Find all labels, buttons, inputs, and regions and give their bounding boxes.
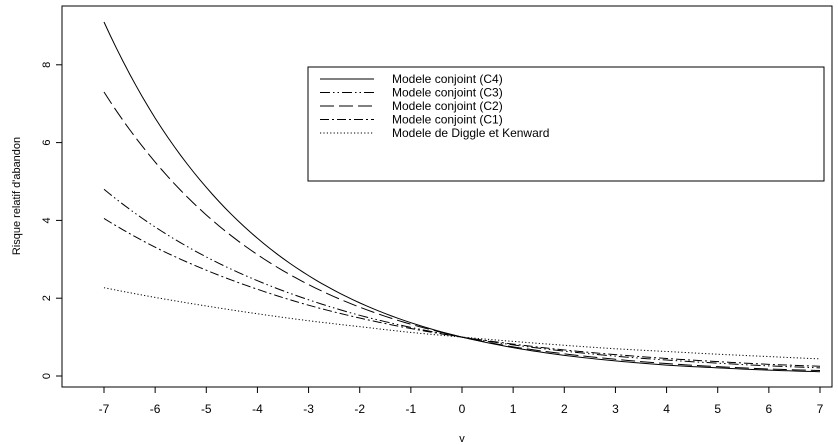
- y-tick-label: 6: [41, 140, 53, 146]
- y-axis-label: Risque relatif d'abandon: [11, 137, 23, 255]
- x-axis-label: v: [459, 433, 465, 445]
- x-tick-label: -4: [252, 402, 263, 416]
- legend-label: Modele de Diggle et Kenward: [392, 126, 549, 140]
- x-tick-label: 5: [714, 402, 721, 416]
- x-tick-label: 1: [510, 402, 517, 416]
- legend-label: Modele conjoint (C4): [392, 72, 503, 86]
- y-tick-label: 2: [41, 295, 53, 301]
- x-tick-label: -7: [99, 402, 110, 416]
- series-line-4: [103, 218, 821, 367]
- x-tick-label: 2: [561, 402, 568, 416]
- x-tick-label: 4: [663, 402, 670, 416]
- x-tick-label: -6: [150, 402, 161, 416]
- x-tick-label: -2: [354, 402, 365, 416]
- legend-label: Modele conjoint (C1): [392, 113, 503, 127]
- x-tick-label: 0: [459, 402, 466, 416]
- plot-frame: [61, 5, 833, 388]
- legend-label: Modele conjoint (C3): [392, 86, 503, 100]
- series-line-2: [103, 188, 821, 369]
- y-tick-label: 4: [41, 217, 53, 223]
- y-axis: 0 2 4 6 8: [41, 62, 63, 379]
- legend: Modele conjoint (C4)Modele conjoint (C3)…: [307, 66, 825, 182]
- x-tick-label: 7: [817, 402, 824, 416]
- y-tick-label: 0: [41, 373, 53, 379]
- legend-box: [307, 66, 825, 182]
- x-tick-label: 6: [766, 402, 773, 416]
- series-layer: [103, 21, 821, 373]
- legend-label: Modele conjoint (C2): [392, 99, 503, 113]
- x-tick-label: -1: [406, 402, 417, 416]
- x-axis: -7 -6 -5 -4 -3 -2 -1 0 1 2 3 4 5 6 7: [99, 386, 824, 416]
- y-tick-label: 8: [41, 62, 53, 68]
- x-tick-label: 3: [612, 402, 619, 416]
- x-tick-label: -5: [201, 402, 212, 416]
- x-tick-label: -3: [303, 402, 314, 416]
- series-line-5: [103, 287, 821, 360]
